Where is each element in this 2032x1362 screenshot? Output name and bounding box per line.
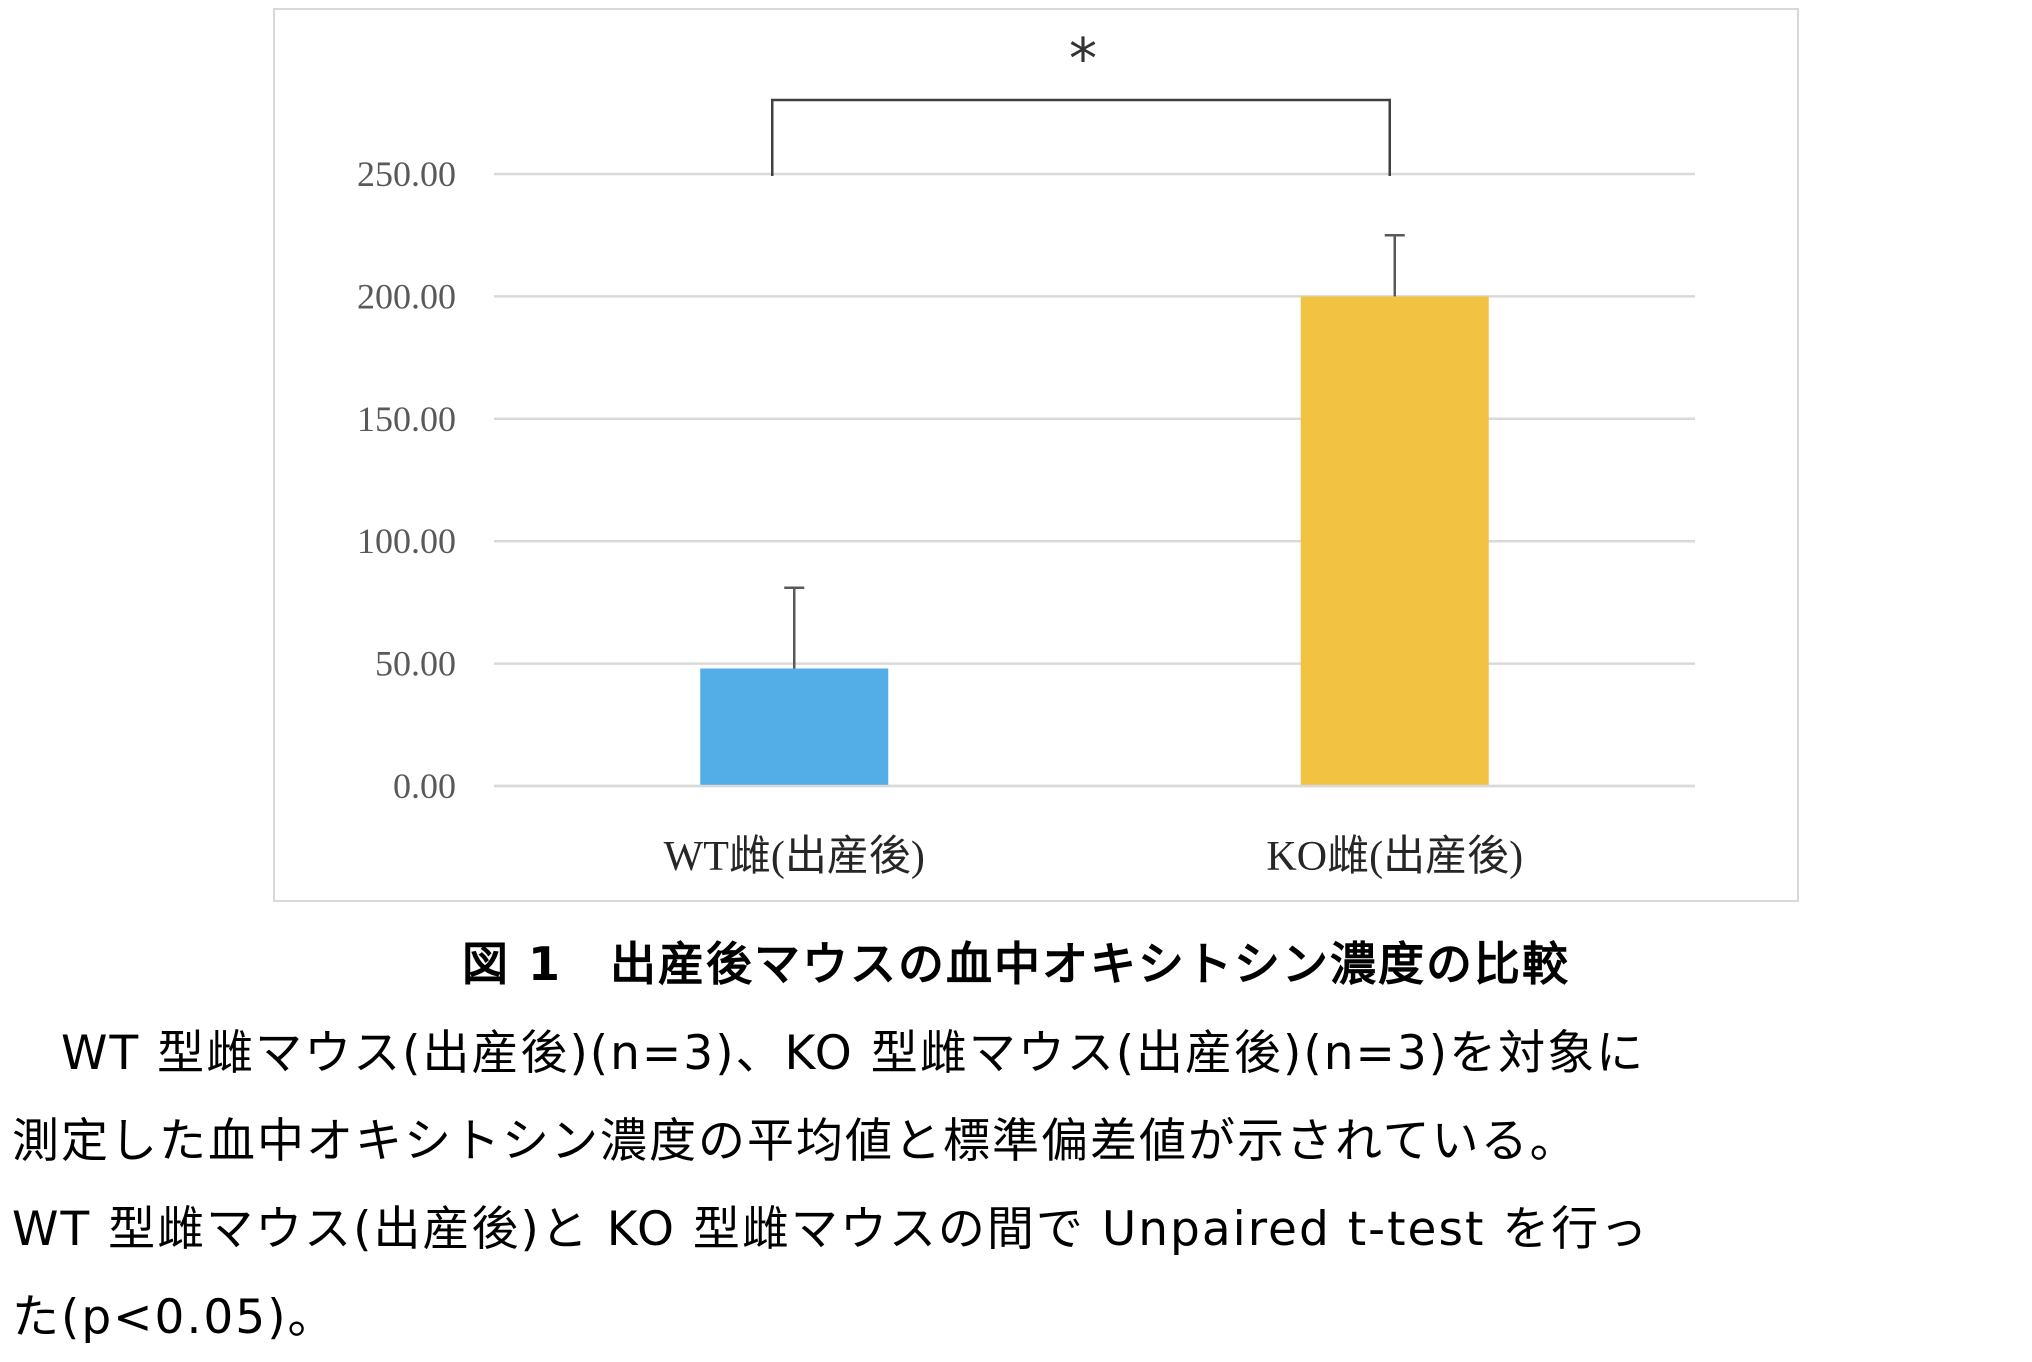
y-tick-label: 50.00 — [375, 644, 456, 684]
y-tick-label: 250.00 — [357, 154, 456, 194]
y-tick-label: 0.00 — [393, 766, 456, 806]
y-tick-label: 200.00 — [357, 276, 456, 316]
caption-line: WT 型雌マウス(出産後)(n=3)、KO 型雌マウス(出産後)(n=3)を対象… — [12, 1026, 1646, 1081]
bar — [1300, 296, 1489, 786]
figure-caption-title: 図 1 出産後マウスの血中オキシトシン濃度の比較 — [461, 937, 1571, 991]
significance-star: * — [1069, 27, 1097, 92]
bar — [700, 668, 889, 786]
caption-line: た(p<0.05)。 — [12, 1290, 337, 1345]
chart-frame — [273, 8, 1799, 902]
significance-bracket — [771, 98, 1391, 176]
y-tick-label: 100.00 — [357, 521, 456, 561]
caption-line: 測定した血中オキシトシン濃度の平均値と標準偏差値が示されている。 — [12, 1114, 1579, 1169]
caption-line: WT 型雌マウス(出産後)と KO 型雌マウスの間で Unpaired t-te… — [12, 1202, 1650, 1257]
figure-caption-body: WT 型雌マウス(出産後)(n=3)、KO 型雌マウス(出産後)(n=3)を対象… — [12, 1010, 2022, 1362]
x-category-label: KO雌(出産後) — [1266, 834, 1523, 880]
x-category-label: WT雌(出産後) — [664, 834, 925, 880]
y-tick-label: 150.00 — [357, 399, 456, 439]
